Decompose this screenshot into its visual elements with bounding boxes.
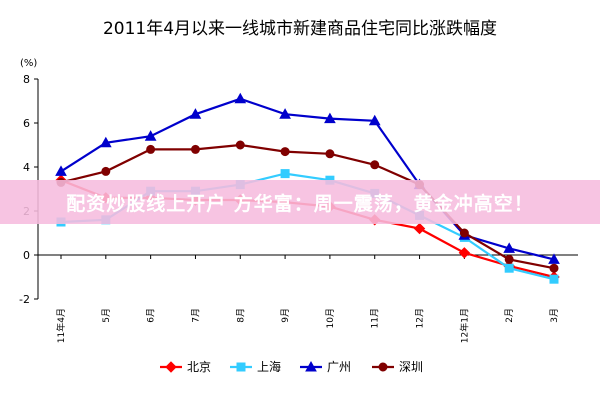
data-point (146, 144, 156, 154)
x-tick-label: 11月 (370, 308, 381, 328)
legend-label: 北京 (187, 360, 211, 374)
legend-swatch-marker (236, 362, 246, 372)
legend-item: 上海 (230, 359, 281, 374)
data-point (99, 136, 112, 148)
data-point (549, 274, 559, 284)
x-tick-label: 5月 (101, 308, 112, 323)
legend-item: 广州 (300, 360, 351, 374)
legend-item: 北京 (160, 360, 211, 374)
series-2 (55, 92, 560, 264)
x-tick-label: 8月 (235, 308, 246, 323)
x-tick-label: 7月 (190, 308, 201, 323)
data-point (504, 263, 514, 273)
y-tick-label: -2 (19, 293, 30, 306)
data-point (368, 114, 381, 126)
data-point (235, 140, 245, 150)
legend-swatch-marker (165, 361, 177, 373)
data-point (144, 130, 157, 141)
legend-swatch-marker (378, 362, 388, 372)
data-point (325, 149, 335, 159)
data-point (280, 169, 290, 179)
data-point (101, 166, 111, 176)
y-tick-label: 0 (23, 249, 30, 262)
data-point (324, 112, 336, 124)
data-point (55, 165, 67, 176)
data-point (503, 242, 516, 253)
x-tick-label: 6月 (146, 308, 157, 323)
data-point (190, 144, 200, 154)
series-line (60, 143, 555, 270)
data-point (413, 222, 426, 235)
data-point (280, 147, 290, 157)
x-tick-label: 10月 (325, 308, 336, 328)
series-3 (56, 140, 559, 273)
y-tick-label: 4 (23, 161, 30, 174)
chart-title: 2011年4月以来一线城市新建商品住宅同比涨跌幅度 (102, 19, 498, 39)
x-tick-label: 9月 (280, 308, 291, 323)
y-tick-label: 8 (23, 73, 30, 86)
legend-swatch-marker (305, 360, 317, 372)
y-tick-label: 6 (23, 117, 30, 130)
data-point (234, 92, 247, 104)
data-point (370, 160, 380, 170)
data-point (459, 228, 469, 238)
legend-label: 上海 (257, 359, 281, 374)
x-tick-label: 11年4月 (55, 308, 67, 343)
data-point (548, 253, 560, 264)
data-point (279, 108, 291, 119)
axes: -20246811年4月5月6月7月8月9月10月11月12月12年1月2月3月 (19, 73, 578, 343)
x-tick-label: 12月 (415, 308, 426, 328)
data-point (549, 263, 559, 273)
legend-label: 广州 (327, 360, 351, 374)
x-tick-label: 3月 (549, 308, 560, 323)
data-point (458, 247, 471, 259)
legend: 北京 上海 广州 深圳 (160, 359, 423, 374)
legend-item: 深圳 (372, 360, 423, 374)
y-unit-label: (%) (20, 58, 37, 69)
legend-label: 深圳 (399, 360, 423, 374)
x-tick-label: 2月 (504, 308, 515, 323)
data-point (189, 108, 202, 119)
x-tick-label: 12年1月 (458, 308, 470, 343)
data-point (504, 254, 514, 264)
overlay-banner: 配资炒股线上开户 方华富：周一震荡，黄金冲高空！ (0, 180, 600, 224)
